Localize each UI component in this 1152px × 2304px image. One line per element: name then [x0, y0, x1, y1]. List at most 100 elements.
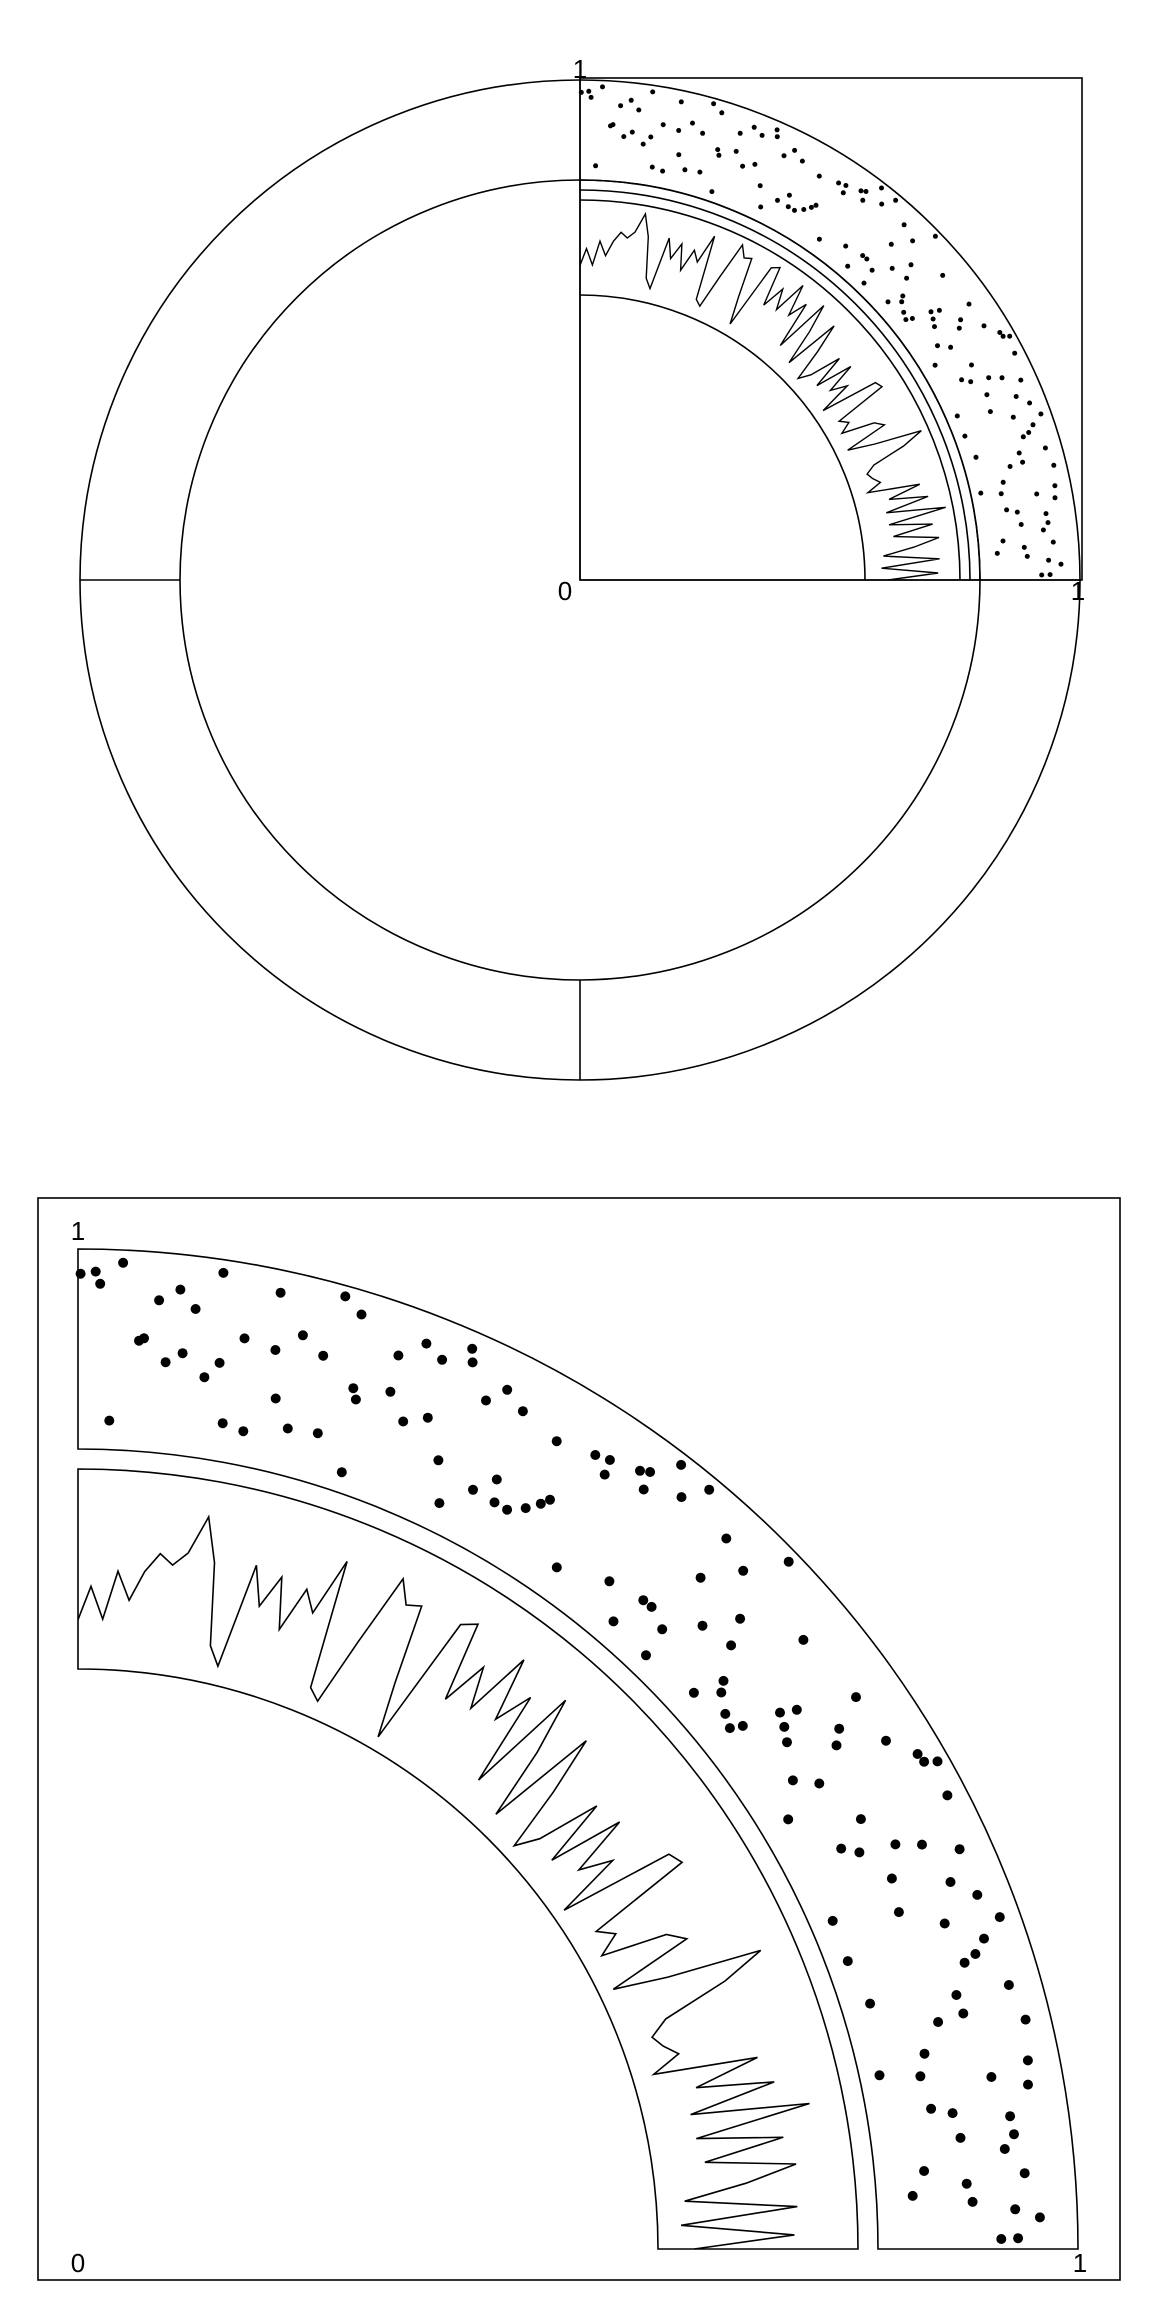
scatter-point [421, 1338, 432, 1349]
scatter-point [1034, 2212, 1045, 2223]
scatter-point [843, 243, 849, 249]
scatter-point [604, 1576, 615, 1587]
scatter-point [618, 103, 624, 109]
scatter-point [621, 134, 627, 140]
scatter-point [889, 265, 895, 271]
scatter-point [814, 1778, 825, 1789]
scatter-point [813, 202, 819, 208]
scatter-point [912, 1749, 923, 1759]
scatter-point [843, 183, 849, 188]
scatter-point [467, 1357, 478, 1368]
scatter-point [1020, 459, 1026, 465]
scatter-point [958, 2008, 969, 2019]
scatter-point [724, 1723, 735, 1734]
scatter-point [1010, 414, 1016, 420]
scatter-point [545, 1494, 555, 1505]
top-inner-track-outer [579, 199, 961, 581]
scatter-point [799, 158, 805, 164]
scatter-point [930, 316, 936, 322]
scatter-point [270, 1345, 281, 1355]
scatter-point [1012, 350, 1018, 356]
scatter-point [1050, 539, 1056, 545]
scatter-point [726, 1640, 737, 1651]
scatter-point [782, 1737, 792, 1748]
scatter-point [987, 409, 993, 415]
scatter-point [312, 1428, 323, 1439]
scatter-point [695, 1572, 706, 1583]
scatter-point [808, 204, 814, 210]
scatter-point [1027, 400, 1033, 406]
scatter-point [1018, 377, 1024, 383]
bottom-panel [37, 1197, 1121, 2281]
scatter-point [939, 1918, 950, 1929]
scatter-point [854, 1847, 865, 1858]
scatter-point [775, 1707, 785, 1718]
scatter-point [720, 1708, 731, 1719]
scatter-point [700, 130, 706, 136]
scatter-point [735, 1613, 746, 1624]
scatter-point [959, 377, 965, 383]
top-x-max-label: 1 [1071, 576, 1085, 606]
scatter-point [214, 1357, 225, 1368]
scatter-point [879, 201, 885, 207]
scatter-point [738, 1565, 749, 1576]
scatter-point [422, 1412, 433, 1423]
scatter-point [969, 362, 974, 368]
scatter-point [900, 293, 906, 299]
scatter-point [893, 1907, 904, 1918]
scatter-point [932, 1756, 943, 1767]
scatter-point [481, 1395, 491, 1406]
scatter-point [1005, 2111, 1016, 2122]
scatter-point [851, 1692, 861, 1703]
scatter-point [845, 263, 851, 269]
scatter-point [966, 301, 972, 307]
scatter-point [1046, 557, 1052, 563]
scatter-point [888, 241, 894, 247]
scatter-point [886, 1873, 897, 1884]
scatter-point [901, 222, 907, 228]
scatter-point [919, 2048, 930, 2059]
scatter-point [1013, 2233, 1024, 2244]
scatter-point [641, 1650, 651, 1661]
scatter-point [757, 183, 763, 189]
scatter-point [336, 1467, 347, 1478]
scatter-point [628, 97, 634, 103]
scatter-point [996, 2234, 1007, 2244]
scatter-point [791, 1704, 802, 1715]
scatter-point [861, 280, 867, 286]
scatter-point [758, 204, 764, 210]
scatter-point [792, 207, 797, 213]
scatter-point [932, 324, 937, 330]
scatter-point [935, 343, 940, 349]
scatter-point [711, 101, 717, 107]
scatter-point [468, 1484, 478, 1495]
scatter-point [865, 1998, 876, 2009]
scatter-point [1007, 333, 1013, 339]
scatter-point [836, 180, 842, 186]
scatter-point [1010, 2204, 1021, 2215]
scatter-point [737, 130, 743, 136]
scatter-point [759, 132, 765, 138]
scatter-point [942, 1790, 953, 1801]
scatter-point [551, 1436, 562, 1447]
top-panel [79, 77, 1083, 1081]
bottom-line-track-series [77, 1514, 810, 2250]
scatter-point [827, 1915, 838, 1926]
scatter-point [282, 1423, 293, 1434]
scatter-point [863, 189, 869, 194]
scatter-point [682, 167, 688, 173]
scatter-point [1026, 430, 1032, 435]
scatter-point [836, 1843, 847, 1854]
top-track-boundary-gap [579, 189, 971, 581]
scatter-point [517, 1406, 528, 1417]
scatter-point [238, 1426, 249, 1437]
scatter-point [1040, 527, 1046, 533]
scatter-point [801, 207, 807, 212]
scatter-point [721, 1533, 732, 1544]
top-track-boundary-outer [579, 179, 981, 581]
scatter-point [239, 1333, 250, 1344]
scatter-point [979, 1933, 989, 1944]
scatter-point [956, 325, 962, 331]
scatter-point [864, 256, 870, 262]
scatter-point [1000, 538, 1006, 544]
